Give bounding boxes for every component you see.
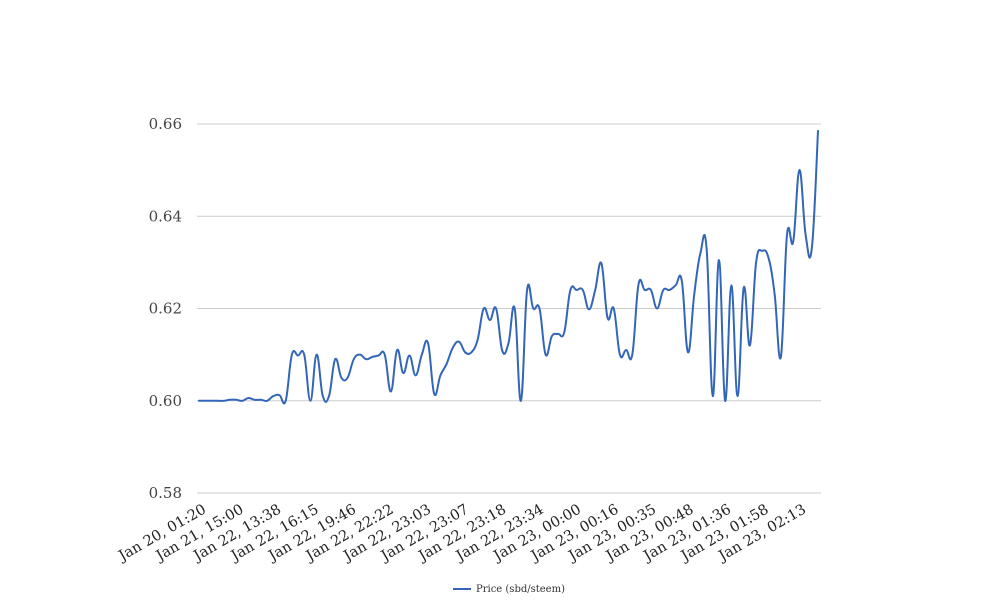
- y-tick-label: 0.64: [149, 207, 182, 225]
- y-tick-label: 0.62: [149, 300, 182, 318]
- y-tick-label: 0.58: [149, 484, 182, 502]
- y-tick-label: 0.60: [149, 392, 182, 410]
- gridlines: [197, 123, 821, 494]
- y-axis-ticks: 0.58 0.60 0.62 0.64 0.66: [149, 115, 182, 502]
- legend-label: Price (sbd/steem): [476, 584, 565, 595]
- legend: Price (sbd/steem): [453, 584, 565, 595]
- y-tick-label: 0.66: [149, 115, 182, 133]
- series-line-price: [198, 129, 819, 405]
